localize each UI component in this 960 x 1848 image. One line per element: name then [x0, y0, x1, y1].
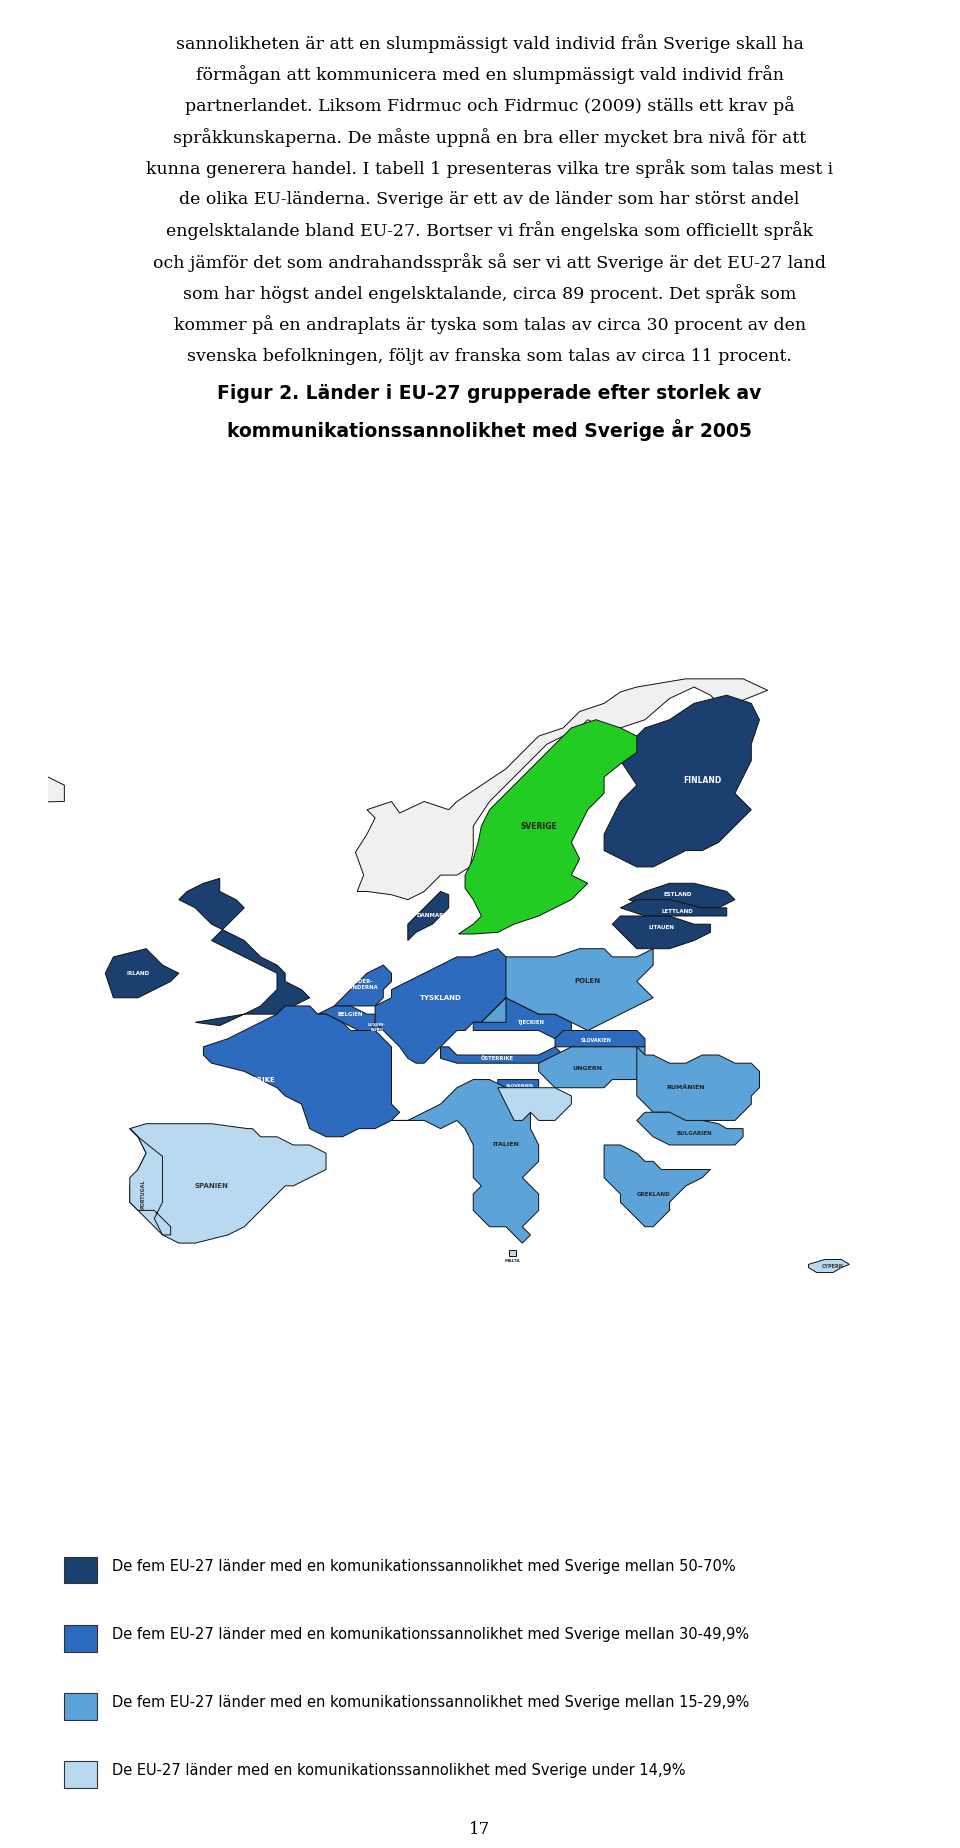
Text: de olika EU-länderna. Sverige är ett av de länder som har störst andel: de olika EU-länderna. Sverige är ett av … — [180, 190, 800, 209]
Text: GREKLAND: GREKLAND — [636, 1192, 670, 1196]
Text: CYPERN: CYPERN — [822, 1264, 844, 1268]
Text: LETTLAND: LETTLAND — [661, 909, 693, 913]
Text: FRANKRIKE: FRANKRIKE — [230, 1077, 275, 1083]
Text: IRLAND: IRLAND — [127, 970, 150, 976]
Polygon shape — [130, 1124, 326, 1244]
Polygon shape — [459, 719, 636, 933]
Polygon shape — [408, 891, 448, 941]
Polygon shape — [204, 1005, 399, 1137]
Text: LITAUEN: LITAUEN — [648, 926, 674, 930]
Polygon shape — [179, 878, 310, 1026]
Bar — [64, 1624, 98, 1652]
Polygon shape — [473, 998, 571, 1039]
Bar — [64, 1558, 98, 1584]
Text: MALTA: MALTA — [505, 1258, 520, 1262]
Bar — [64, 1761, 98, 1787]
Text: ITALIEN: ITALIEN — [492, 1142, 519, 1148]
Text: ESTLAND: ESTLAND — [663, 893, 692, 898]
Polygon shape — [441, 1046, 564, 1063]
Text: STOR-
BRITANNIEN: STOR- BRITANNIEN — [217, 959, 255, 970]
Polygon shape — [392, 1079, 539, 1244]
Polygon shape — [808, 1260, 850, 1273]
Text: som har högst andel engelsktalande, circa 89 procent. Det språk som: som har högst andel engelsktalande, circ… — [183, 285, 796, 303]
Text: De fem EU-27 länder med en komunikationssannolikhet med Sverige mellan 50-70%: De fem EU-27 länder med en komunikations… — [111, 1560, 735, 1574]
Polygon shape — [498, 1079, 539, 1096]
Text: De EU-27 länder med en komunikationssannolikhet med Sverige under 14,9%: De EU-27 länder med en komunikationssann… — [111, 1763, 685, 1778]
Text: kunna generera handel. I tabell 1 presenteras vilka tre språk som talas mest i: kunna generera handel. I tabell 1 presen… — [146, 159, 833, 177]
Polygon shape — [555, 1031, 645, 1046]
Text: svenska befolkningen, följt av franska som talas av circa 11 procent.: svenska befolkningen, följt av franska s… — [187, 347, 792, 364]
Polygon shape — [0, 752, 64, 804]
Text: ÖSTERRIKE: ÖSTERRIKE — [481, 1055, 515, 1061]
Text: sannolikheten är att en slumpmässigt vald individ från Sverige skall ha: sannolikheten är att en slumpmässigt val… — [176, 33, 804, 54]
Text: NEDER-
LÄNDERNA: NEDER- LÄNDERNA — [346, 979, 378, 991]
Polygon shape — [604, 695, 759, 867]
Text: och jämför det som andrahandsspråk så ser vi att Sverige är det EU-27 land: och jämför det som andrahandsspråk så se… — [153, 253, 827, 272]
Text: 17: 17 — [469, 1820, 491, 1839]
Text: BELGIEN: BELGIEN — [338, 1011, 363, 1016]
Polygon shape — [334, 965, 392, 1005]
Text: SLOVAKIEN: SLOVAKIEN — [581, 1039, 612, 1042]
Polygon shape — [130, 1129, 171, 1234]
Text: SLOVENIEN: SLOVENIEN — [505, 1085, 533, 1088]
Polygon shape — [375, 948, 515, 1063]
Polygon shape — [355, 678, 768, 900]
Polygon shape — [636, 1112, 743, 1146]
Polygon shape — [636, 1046, 759, 1129]
Text: RUMÄNIEN: RUMÄNIEN — [666, 1085, 706, 1090]
Bar — [64, 1693, 98, 1720]
Polygon shape — [612, 917, 710, 948]
Text: De fem EU-27 länder med en komunikationssannolikhet med Sverige mellan 15-29,9%: De fem EU-27 länder med en komunikations… — [111, 1695, 749, 1709]
Text: PORTUGAL: PORTUGAL — [140, 1179, 145, 1209]
Text: engelsktalande bland EU-27. Bortser vi från engelska som officiellt språk: engelsktalande bland EU-27. Bortser vi f… — [166, 222, 813, 240]
Text: FINLAND: FINLAND — [684, 776, 721, 785]
Text: UNGERN: UNGERN — [573, 1066, 603, 1070]
Polygon shape — [604, 1146, 710, 1227]
Polygon shape — [629, 883, 735, 907]
Polygon shape — [539, 1046, 645, 1088]
Text: kommunikationssannolikhet med Sverige år 2005: kommunikationssannolikhet med Sverige år… — [228, 419, 752, 440]
Polygon shape — [318, 1005, 383, 1031]
Polygon shape — [498, 1088, 571, 1120]
Text: De fem EU-27 länder med en komunikationssannolikhet med Sverige mellan 30-49,9%: De fem EU-27 länder med en komunikations… — [111, 1626, 749, 1643]
Text: POLEN: POLEN — [575, 978, 601, 985]
Polygon shape — [106, 948, 179, 998]
Text: SVERIGE: SVERIGE — [520, 822, 557, 830]
Text: DANMARK: DANMARK — [417, 913, 448, 918]
Text: förmågan att kommunicera med en slumpmässigt vald individ från: förmågan att kommunicera med en slumpmäs… — [196, 65, 783, 85]
Text: BULGARIEN: BULGARIEN — [676, 1131, 712, 1137]
Text: TYSKLAND: TYSKLAND — [420, 994, 462, 1002]
Polygon shape — [509, 1249, 516, 1257]
Text: kommer på en andraplats är tyska som talas av circa 30 procent av den: kommer på en andraplats är tyska som tal… — [174, 316, 805, 334]
Text: LUXEM-
BURG: LUXEM- BURG — [368, 1024, 386, 1031]
Text: språkkunskaperna. De måste uppnå en bra eller mycket bra nivå för att: språkkunskaperna. De måste uppnå en bra … — [173, 128, 806, 146]
Polygon shape — [481, 948, 653, 1031]
Text: Figur 2. Länder i EU-27 grupperade efter storlek av: Figur 2. Länder i EU-27 grupperade efter… — [217, 384, 762, 403]
Text: SPANIEN: SPANIEN — [195, 1183, 228, 1188]
Text: partnerlandet. Liksom Fidrmuc och Fidrmuc (2009) ställs ett krav på: partnerlandet. Liksom Fidrmuc och Fidrmu… — [184, 96, 795, 115]
Polygon shape — [372, 1022, 383, 1031]
Text: TJECKIEN: TJECKIEN — [517, 1020, 544, 1026]
Polygon shape — [620, 900, 727, 917]
